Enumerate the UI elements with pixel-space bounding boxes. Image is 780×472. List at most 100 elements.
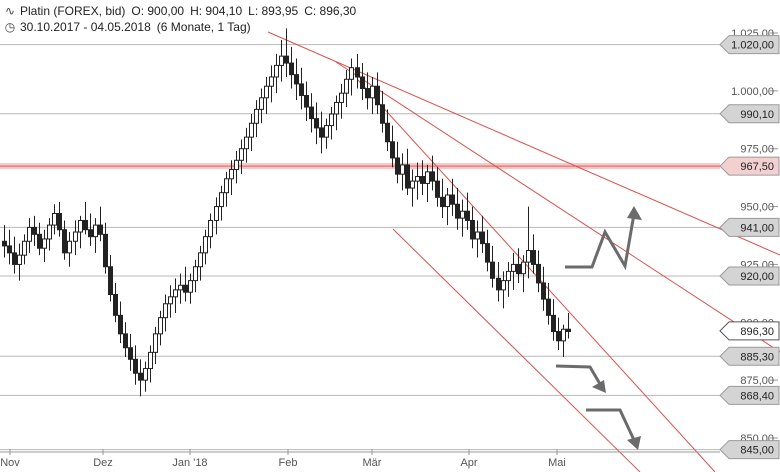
candle-body-0 (2, 240, 7, 247)
candle-body-33 (168, 296, 173, 305)
candle-73 (370, 76, 375, 114)
candle-38 (193, 259, 198, 293)
level-label-7-box (719, 440, 780, 460)
candle-body-37 (188, 280, 193, 293)
candle-53 (269, 65, 274, 103)
level-label-6-box (719, 385, 780, 405)
candle-11 (57, 201, 62, 237)
candle-90 (455, 188, 460, 230)
candle-body-5 (27, 226, 32, 242)
candle-37 (188, 273, 193, 304)
candle-59 (299, 67, 304, 110)
candle-body-68 (344, 78, 349, 94)
header-line-2: ◷ 30.10.2017 - 04.05.2018 (6 Monate, 1 Tag… (4, 19, 704, 35)
candle-body-24 (123, 333, 128, 349)
x-tick-label-1: Dez (93, 457, 113, 469)
level-label-6: 868,40 (719, 385, 780, 405)
candle-body-63 (319, 127, 324, 138)
candle-106 (536, 250, 541, 293)
bearish-arrowhead-1 (592, 380, 606, 393)
candle-body-3 (17, 254, 22, 265)
candle-99 (501, 271, 506, 309)
level-label-2: 967,50 (719, 156, 780, 176)
candle-body-88 (445, 194, 450, 208)
candle-body-107 (541, 282, 546, 300)
candle-56 (284, 28, 289, 77)
candle-body-14 (73, 231, 78, 242)
level-label-5-text: 885,30 (740, 351, 774, 363)
candle-49 (249, 114, 254, 152)
candle-104 (526, 206, 531, 279)
candle-body-35 (178, 284, 183, 291)
candle-6 (32, 215, 37, 246)
candle-52 (264, 76, 269, 114)
current-price-label-box (719, 321, 780, 341)
candle-72 (365, 72, 370, 110)
candle-46 (234, 151, 239, 184)
candle-body-36 (183, 284, 188, 293)
level-label-0-box (719, 35, 780, 55)
candle-41 (208, 213, 213, 249)
bearish-arrow-1 (555, 364, 602, 385)
candle-30 (153, 326, 158, 364)
candle-body-58 (294, 74, 299, 85)
candle-15 (78, 215, 83, 249)
candle-body-25 (128, 347, 133, 360)
candle-body-16 (83, 219, 88, 231)
chart-header: ∿ Platin (FOREX, bid) O: 900,00 H: 904,10 L:… (4, 3, 704, 37)
candle-body-28 (143, 368, 148, 381)
candle-91 (460, 199, 465, 237)
candle-body-18 (93, 224, 98, 238)
bullish-arrowhead (627, 206, 642, 220)
candle-body-102 (516, 263, 521, 275)
candle-102 (516, 248, 521, 283)
x-tick-label-4: Mär (363, 457, 382, 469)
candle-21 (108, 255, 113, 302)
chart-type-icon[interactable]: ∿ (4, 4, 16, 18)
candle-body-112 (566, 328, 571, 333)
candle-body-64 (324, 125, 329, 138)
candle-39 (198, 245, 203, 281)
candle-body-60 (304, 94, 309, 108)
candle-42 (214, 197, 219, 235)
candle-body-100 (506, 270, 511, 282)
candle-body-78 (395, 157, 400, 175)
support-line (392, 228, 641, 472)
x-tick-label-3: Feb (279, 457, 298, 469)
level-label-1: 990,10 (719, 104, 780, 124)
candle-body-75 (380, 104, 385, 124)
candle-70 (355, 53, 360, 89)
candle-body-20 (103, 233, 108, 268)
candle-65 (329, 107, 334, 140)
candle-27 (138, 359, 143, 397)
level-label-4-box (719, 266, 780, 286)
candle-14 (73, 220, 78, 256)
candle-body-29 (148, 351, 153, 370)
candle-2 (12, 236, 17, 274)
candle-109 (551, 299, 556, 341)
candle-body-6 (32, 226, 37, 235)
candle-105 (531, 234, 536, 274)
candle-body-50 (254, 108, 259, 124)
candle-63 (319, 111, 324, 154)
candle-35 (178, 273, 183, 304)
candle-67 (339, 83, 344, 119)
candle-body-109 (551, 314, 556, 333)
horizontal-levels (0, 44, 720, 451)
candle-47 (239, 139, 244, 175)
candle-body-39 (198, 252, 203, 268)
candle-95 (480, 215, 485, 253)
level-label-0: 1.020,00 (719, 35, 780, 55)
candle-body-9 (47, 224, 52, 240)
candle-body-74 (375, 85, 380, 106)
candle-29 (148, 345, 153, 383)
candle-body-62 (314, 118, 319, 129)
candle-57 (289, 46, 294, 89)
bullish-arrow (565, 213, 636, 271)
candle-60 (304, 81, 309, 121)
level-label-2-box (719, 156, 780, 176)
candle-body-81 (410, 180, 415, 189)
candle-body-49 (249, 122, 254, 138)
candle-body-104 (526, 250, 531, 263)
